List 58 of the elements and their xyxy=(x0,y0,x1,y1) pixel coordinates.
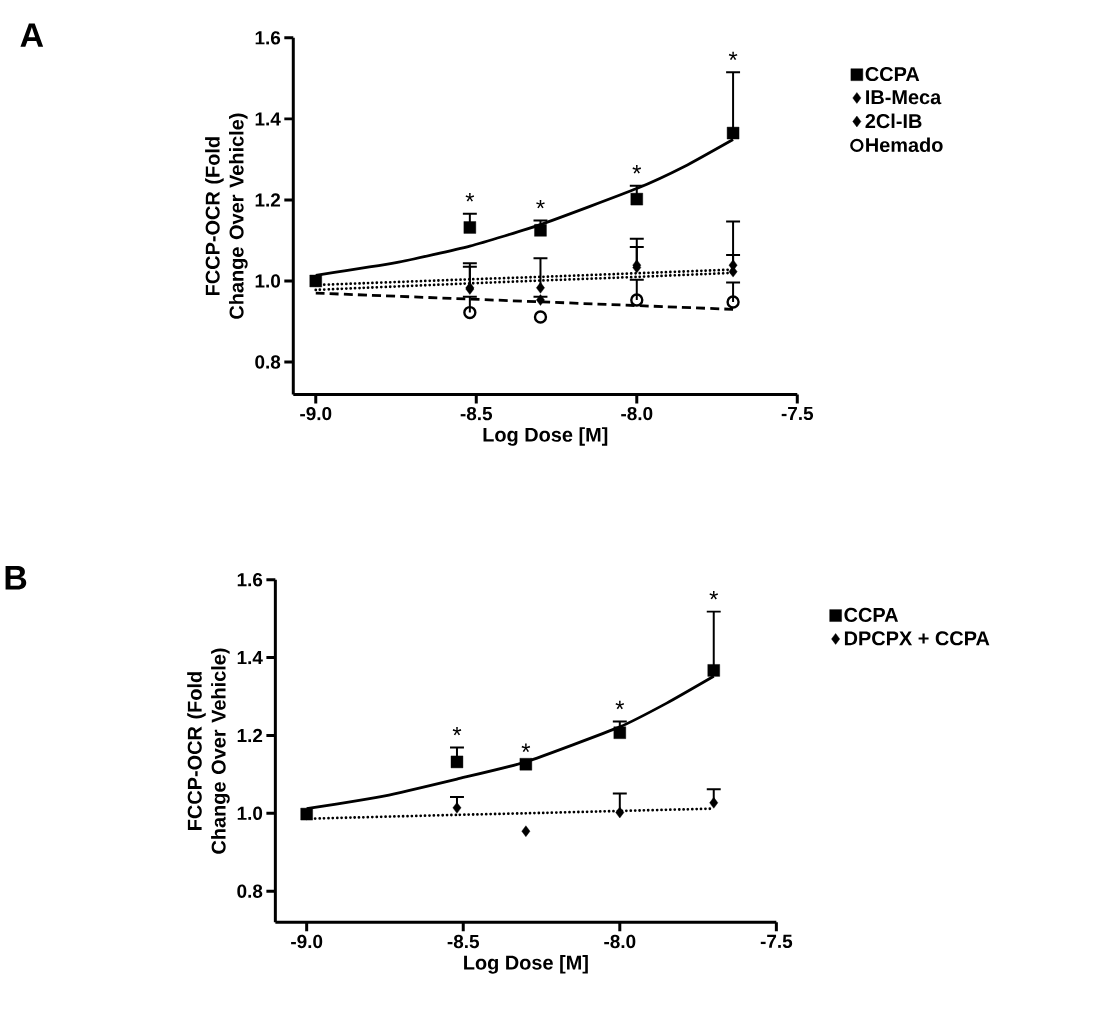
point xyxy=(613,726,626,739)
x-axis-title: Log Dose [M] xyxy=(464,955,588,974)
y-tick-label: 1.0 xyxy=(237,806,263,821)
x-tick-label: -8.0 xyxy=(621,406,653,421)
point xyxy=(630,293,644,307)
point xyxy=(450,755,464,769)
point xyxy=(452,802,462,814)
y-axis-title: FCCP-OCR (Fold Change Over Vehicle) xyxy=(205,113,248,319)
x-tick-label: -9.0 xyxy=(291,934,323,949)
point xyxy=(519,758,533,771)
annotation: * xyxy=(709,591,719,600)
annotation: * xyxy=(728,51,738,61)
y-tick-label: 1.6 xyxy=(237,573,263,587)
x-tick-label: -7.5 xyxy=(760,934,793,949)
y-tick-label: 1.2 xyxy=(237,728,263,743)
x-tick-label: -7.5 xyxy=(781,406,814,421)
point xyxy=(709,797,719,809)
point xyxy=(615,806,625,819)
point xyxy=(726,295,740,309)
point xyxy=(463,305,477,320)
point xyxy=(707,664,720,677)
y-tick-label: 1.4 xyxy=(237,651,263,665)
annotation: * xyxy=(521,743,531,753)
x-tick-label: -8.0 xyxy=(604,934,636,949)
point xyxy=(726,126,740,140)
x-tick-label: -9.0 xyxy=(300,406,332,421)
point xyxy=(463,221,477,234)
point xyxy=(630,192,643,206)
point xyxy=(534,224,547,237)
x-axis-title: Log Dose [M] xyxy=(483,427,608,446)
y-tick-label: 0.8 xyxy=(237,884,263,898)
legend-label: CCPA xyxy=(844,607,899,622)
annotation: * xyxy=(615,700,625,710)
text: B xyxy=(5,566,27,590)
legend-label: 2Cl-IB xyxy=(865,113,922,129)
annotation: * xyxy=(632,165,642,174)
y-tick-label: 1.4 xyxy=(255,112,281,126)
x-tick-label: -8.5 xyxy=(447,934,480,949)
annotation: * xyxy=(536,199,545,209)
y-tick-label: 0.8 xyxy=(255,355,281,369)
x-tick-label: -8.5 xyxy=(460,406,493,421)
legend-label: IB-Meca xyxy=(866,90,942,105)
y-tick-label: 1.2 xyxy=(255,193,281,207)
point xyxy=(521,825,531,837)
annotation: * xyxy=(465,193,475,202)
y-axis-title: FCCP-OCR (Fold Change Over Vehicle) xyxy=(187,648,230,854)
point xyxy=(536,282,545,294)
annotation: * xyxy=(452,726,462,736)
legend-label: Hemado xyxy=(866,137,943,153)
text: A xyxy=(20,23,44,47)
legend-label: CCPA xyxy=(865,67,920,82)
point xyxy=(300,807,313,821)
y-tick-label: 1.0 xyxy=(255,274,281,288)
point xyxy=(533,310,548,324)
legend-label: DPCPX + CCPA xyxy=(844,631,990,646)
point xyxy=(309,274,322,288)
point xyxy=(536,294,545,306)
y-tick-label: 1.6 xyxy=(255,31,281,45)
